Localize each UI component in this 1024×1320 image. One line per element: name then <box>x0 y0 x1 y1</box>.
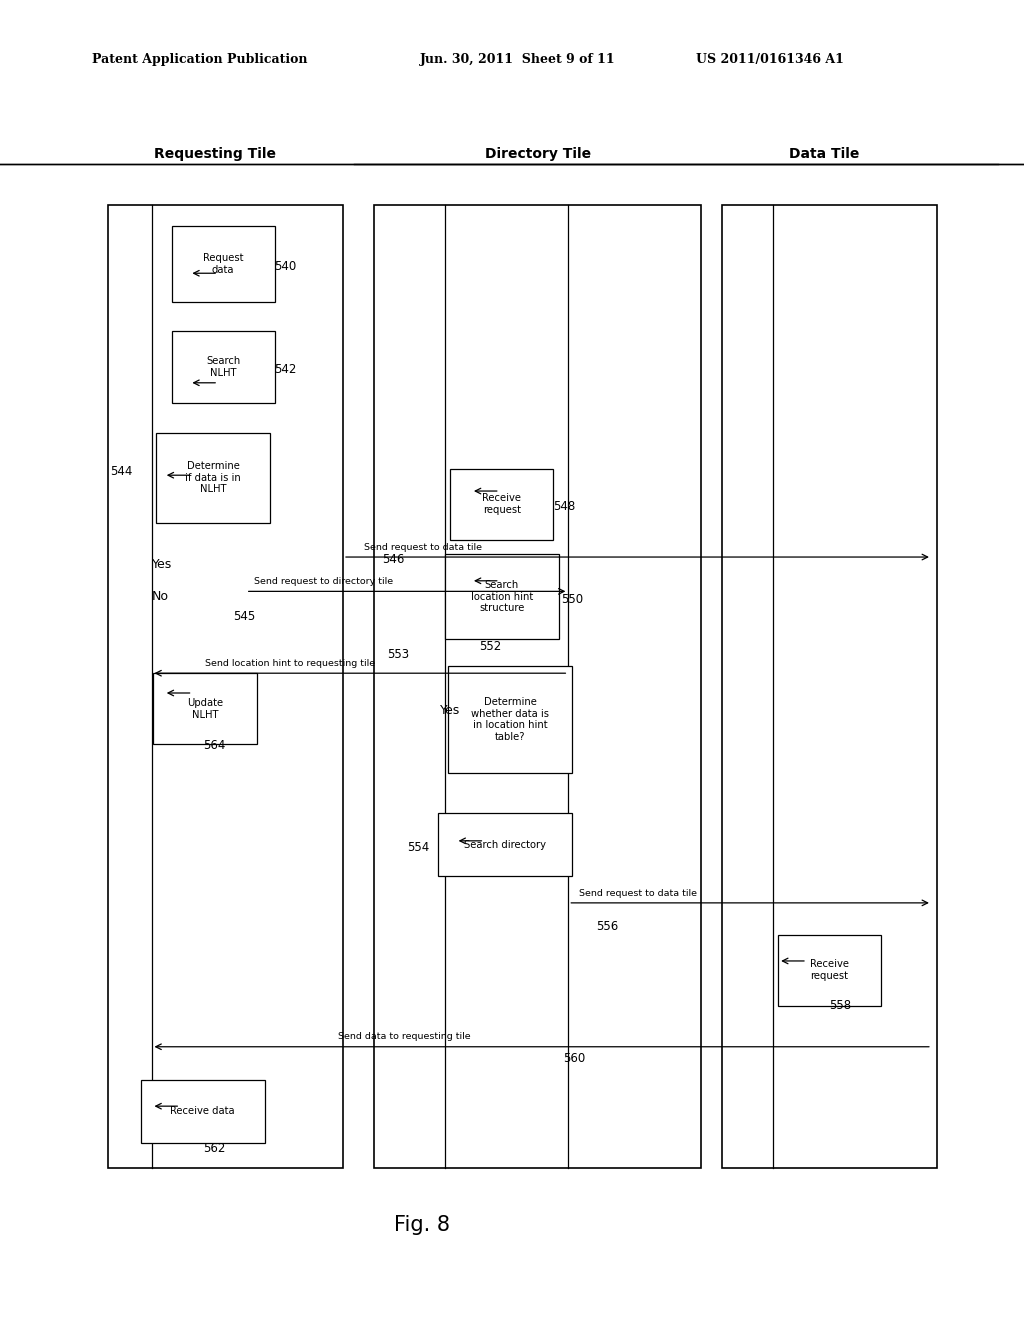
Text: 560: 560 <box>563 1052 586 1065</box>
Text: Search
NLHT: Search NLHT <box>206 356 241 378</box>
Text: Search
location hint
structure: Search location hint structure <box>471 579 532 614</box>
Text: Receive
request: Receive request <box>810 960 849 981</box>
Text: 564: 564 <box>203 739 225 752</box>
Text: Yes: Yes <box>152 558 172 572</box>
Text: Send request to data tile: Send request to data tile <box>579 888 696 898</box>
FancyBboxPatch shape <box>438 813 571 876</box>
Text: Jun. 30, 2011  Sheet 9 of 11: Jun. 30, 2011 Sheet 9 of 11 <box>420 53 615 66</box>
Text: Data Tile: Data Tile <box>790 147 859 161</box>
FancyBboxPatch shape <box>141 1080 264 1143</box>
Text: 553: 553 <box>387 648 410 661</box>
Text: Search directory: Search directory <box>464 840 546 850</box>
Text: US 2011/0161346 A1: US 2011/0161346 A1 <box>696 53 844 66</box>
Text: Send data to requesting tile: Send data to requesting tile <box>338 1032 471 1041</box>
Text: 545: 545 <box>233 610 256 623</box>
Text: 546: 546 <box>382 553 404 566</box>
Text: 550: 550 <box>561 593 584 606</box>
Text: Yes: Yes <box>440 704 461 717</box>
Text: No: No <box>152 590 169 603</box>
FancyBboxPatch shape <box>451 469 553 540</box>
FancyBboxPatch shape <box>171 226 274 302</box>
Text: Patent Application Publication: Patent Application Publication <box>92 53 307 66</box>
Text: Determine
if data is in
NLHT: Determine if data is in NLHT <box>185 461 241 495</box>
Text: Receive
request: Receive request <box>482 494 521 515</box>
Text: 540: 540 <box>274 260 297 273</box>
FancyBboxPatch shape <box>722 205 937 1168</box>
Text: Request
data: Request data <box>203 253 244 275</box>
Text: 548: 548 <box>553 500 575 513</box>
Text: Send location hint to requesting tile: Send location hint to requesting tile <box>205 659 375 668</box>
Text: Determine
whether data is
in location hint
table?: Determine whether data is in location hi… <box>471 697 549 742</box>
FancyBboxPatch shape <box>154 673 257 744</box>
FancyBboxPatch shape <box>156 433 270 523</box>
FancyBboxPatch shape <box>374 205 701 1168</box>
Text: 556: 556 <box>596 920 618 933</box>
Text: 542: 542 <box>274 363 297 376</box>
Text: Requesting Tile: Requesting Tile <box>154 147 276 161</box>
Text: 544: 544 <box>111 465 133 478</box>
FancyBboxPatch shape <box>449 665 571 772</box>
FancyBboxPatch shape <box>108 205 343 1168</box>
Text: 554: 554 <box>408 841 430 854</box>
FancyBboxPatch shape <box>444 554 559 639</box>
FancyBboxPatch shape <box>778 935 881 1006</box>
Text: Directory Tile: Directory Tile <box>484 147 591 161</box>
Text: Fig. 8: Fig. 8 <box>394 1214 451 1236</box>
Text: Update
NLHT: Update NLHT <box>186 698 223 719</box>
Text: 552: 552 <box>479 640 502 653</box>
Text: 558: 558 <box>829 999 852 1012</box>
FancyBboxPatch shape <box>171 331 274 403</box>
Text: Receive data: Receive data <box>170 1106 236 1117</box>
Text: Send request to data tile: Send request to data tile <box>364 543 481 552</box>
Text: 562: 562 <box>203 1142 225 1155</box>
Text: Send request to directory tile: Send request to directory tile <box>254 577 393 586</box>
